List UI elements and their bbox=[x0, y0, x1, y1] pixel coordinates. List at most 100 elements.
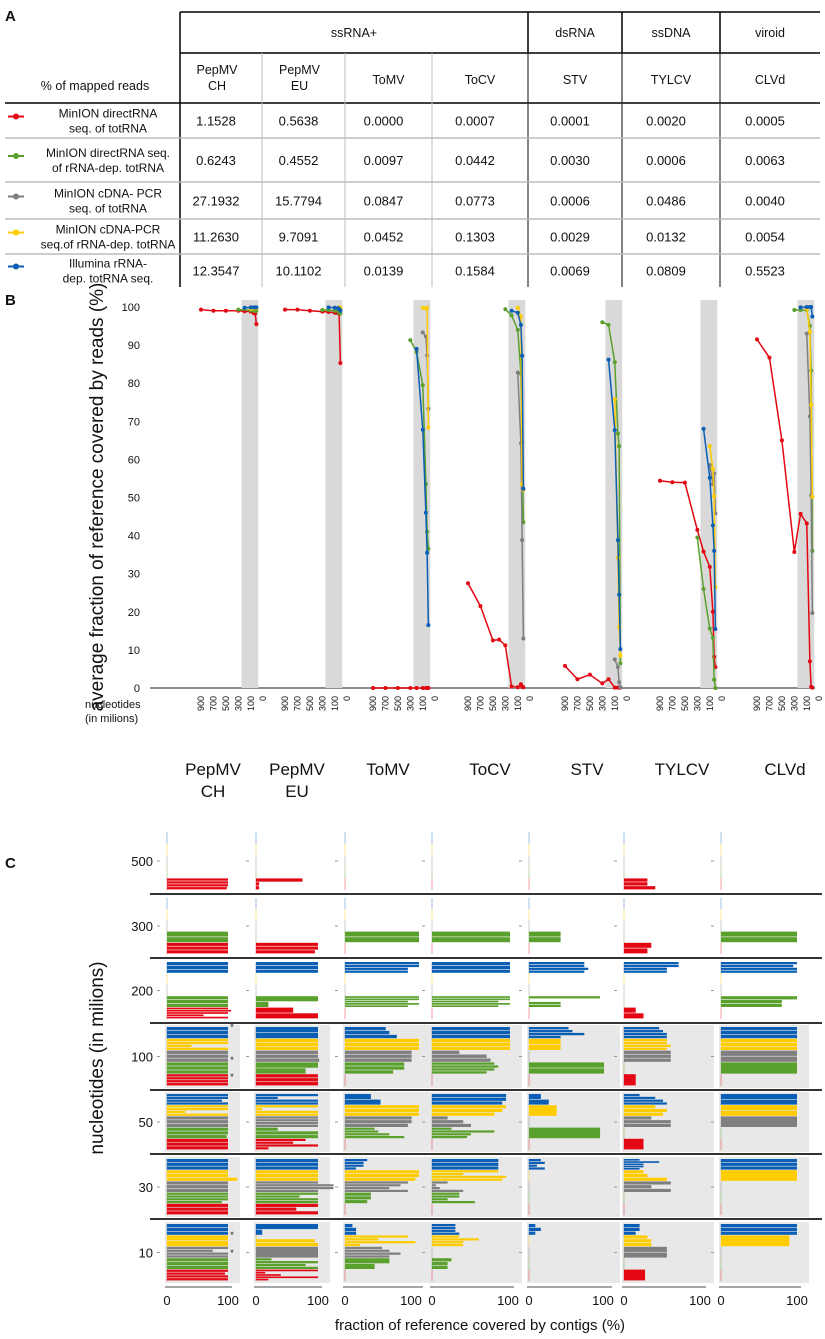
x-tick-label: 100 bbox=[418, 696, 428, 711]
x-tick-label: 700 bbox=[475, 696, 485, 711]
data-point-grey bbox=[520, 538, 525, 543]
facet-label: PepMV bbox=[269, 760, 325, 779]
table-cell: 0.0054 bbox=[745, 230, 785, 245]
data-point-red bbox=[490, 638, 495, 643]
contig-bar-red bbox=[624, 1007, 636, 1013]
contig-bar-blue bbox=[432, 1101, 503, 1105]
contig-bar-yellow bbox=[167, 1235, 228, 1241]
contig-bar-grey bbox=[345, 1252, 401, 1255]
table-cell: 0.0040 bbox=[745, 194, 785, 209]
contig-bar-green bbox=[529, 937, 561, 943]
data-point-green bbox=[713, 686, 718, 690]
data-point-yellow bbox=[425, 305, 430, 310]
contig-bar-grey bbox=[721, 1116, 797, 1127]
contig-bar-blue bbox=[624, 1035, 667, 1039]
table-cell: 0.0773 bbox=[455, 194, 495, 209]
data-point-grey bbox=[617, 680, 622, 685]
contig-bar-yellow bbox=[345, 1238, 379, 1241]
contig-bar-grey bbox=[432, 1120, 464, 1124]
contig-bar-green bbox=[432, 1136, 468, 1139]
data-point-red bbox=[426, 686, 431, 690]
contig-bar-yellow bbox=[167, 1110, 186, 1113]
contig-bar-green bbox=[432, 1065, 499, 1068]
facet-label: TYLCV bbox=[655, 760, 710, 779]
table-cell: 0.0809 bbox=[646, 264, 686, 279]
table-cell: 0.0139 bbox=[364, 264, 404, 279]
row-level-label: 500 bbox=[131, 854, 153, 869]
contig-bar-blue bbox=[529, 962, 585, 965]
contig-bar-green bbox=[345, 1263, 375, 1269]
group-header: dsRNA bbox=[555, 26, 595, 40]
contig-bar-yellow bbox=[721, 1170, 797, 1181]
contig-bar-yellow bbox=[432, 1038, 510, 1043]
contig-bar-yellow bbox=[167, 1173, 228, 1178]
x-tick-label: 100 bbox=[497, 1293, 519, 1308]
contig-bar-grey bbox=[167, 1185, 228, 1189]
contig-bar-green bbox=[256, 1266, 318, 1269]
y-tick-label: 40 bbox=[128, 531, 140, 543]
contig-bar-blue bbox=[345, 1159, 368, 1162]
table-cell: 11.2630 bbox=[193, 230, 239, 245]
contig-bar-red bbox=[624, 948, 648, 954]
contig-bar-green bbox=[432, 1201, 475, 1204]
contig-bar-blue bbox=[345, 1231, 357, 1235]
contig-bar-blue bbox=[721, 1159, 797, 1163]
data-point-red bbox=[755, 337, 759, 342]
contig-bar-grey bbox=[345, 1123, 408, 1127]
contig-bar-green bbox=[345, 1062, 405, 1066]
contig-bar-green bbox=[167, 996, 228, 1000]
contig-bar-grey bbox=[345, 1050, 412, 1054]
data-point-green bbox=[695, 535, 700, 540]
contig-bar-blue bbox=[721, 1166, 797, 1170]
facet-label: EU bbox=[285, 782, 309, 801]
contig-bar-red bbox=[256, 1211, 318, 1215]
contig-bar-red bbox=[167, 1077, 228, 1080]
contig-bar-blue bbox=[432, 1232, 460, 1235]
x-tick-label: 0 bbox=[342, 696, 352, 701]
contig-bar-green bbox=[345, 931, 419, 937]
contig-bar-grey bbox=[624, 1058, 671, 1062]
contig-bar-yellow bbox=[529, 1038, 561, 1045]
asterisk-marker: * bbox=[230, 1072, 234, 1082]
data-point-green bbox=[509, 313, 514, 318]
contig-bar-red bbox=[256, 1007, 294, 1013]
data-point-yellow bbox=[712, 494, 717, 499]
contig-bar-grey bbox=[345, 1249, 390, 1252]
contig-bar-blue bbox=[432, 1097, 507, 1101]
contig-bar-green bbox=[345, 996, 419, 998]
x-tick-label: 900 bbox=[280, 696, 290, 711]
contig-bar-yellow bbox=[167, 1047, 228, 1050]
table-cell: 0.0005 bbox=[745, 114, 785, 129]
contig-bar-red bbox=[256, 1274, 281, 1276]
x-tick-label: 0 bbox=[258, 696, 268, 701]
x-tick-label: 700 bbox=[572, 696, 582, 711]
table-cell: 27.1932 bbox=[193, 194, 240, 209]
contig-bar-blue bbox=[345, 1094, 371, 1099]
contig-bar-yellow bbox=[167, 1170, 228, 1174]
data-point-blue bbox=[420, 427, 425, 432]
x-tick-label: 300 bbox=[692, 696, 702, 711]
contig-bar-blue bbox=[624, 970, 667, 973]
contig-bar-blue bbox=[529, 967, 589, 970]
data-point-blue bbox=[809, 305, 814, 309]
contig-bar-blue bbox=[721, 970, 797, 973]
contig-bar-blue bbox=[529, 1094, 541, 1099]
contig-bar-green bbox=[345, 998, 419, 1001]
contig-bar-green bbox=[432, 998, 510, 1001]
contig-bar-green bbox=[345, 1133, 390, 1136]
contig-bar-blue bbox=[721, 967, 797, 970]
data-point-green bbox=[618, 661, 623, 666]
x-tick-label: 100 bbox=[246, 696, 256, 711]
contig-bar-blue bbox=[624, 1094, 640, 1097]
table-cell: 0.0452 bbox=[364, 230, 404, 245]
contig-bar-blue bbox=[529, 970, 585, 973]
data-point-blue bbox=[618, 647, 623, 652]
contig-bar-green bbox=[256, 996, 318, 1002]
contig-bar-green bbox=[529, 1004, 561, 1007]
row-level-label: 200 bbox=[131, 984, 153, 999]
contig-bar-yellow bbox=[256, 1108, 263, 1111]
contig-bar-blue bbox=[432, 1166, 499, 1170]
contig-bar-green bbox=[167, 937, 228, 943]
data-point-red bbox=[612, 685, 617, 690]
group-header: ssRNA+ bbox=[331, 26, 377, 40]
